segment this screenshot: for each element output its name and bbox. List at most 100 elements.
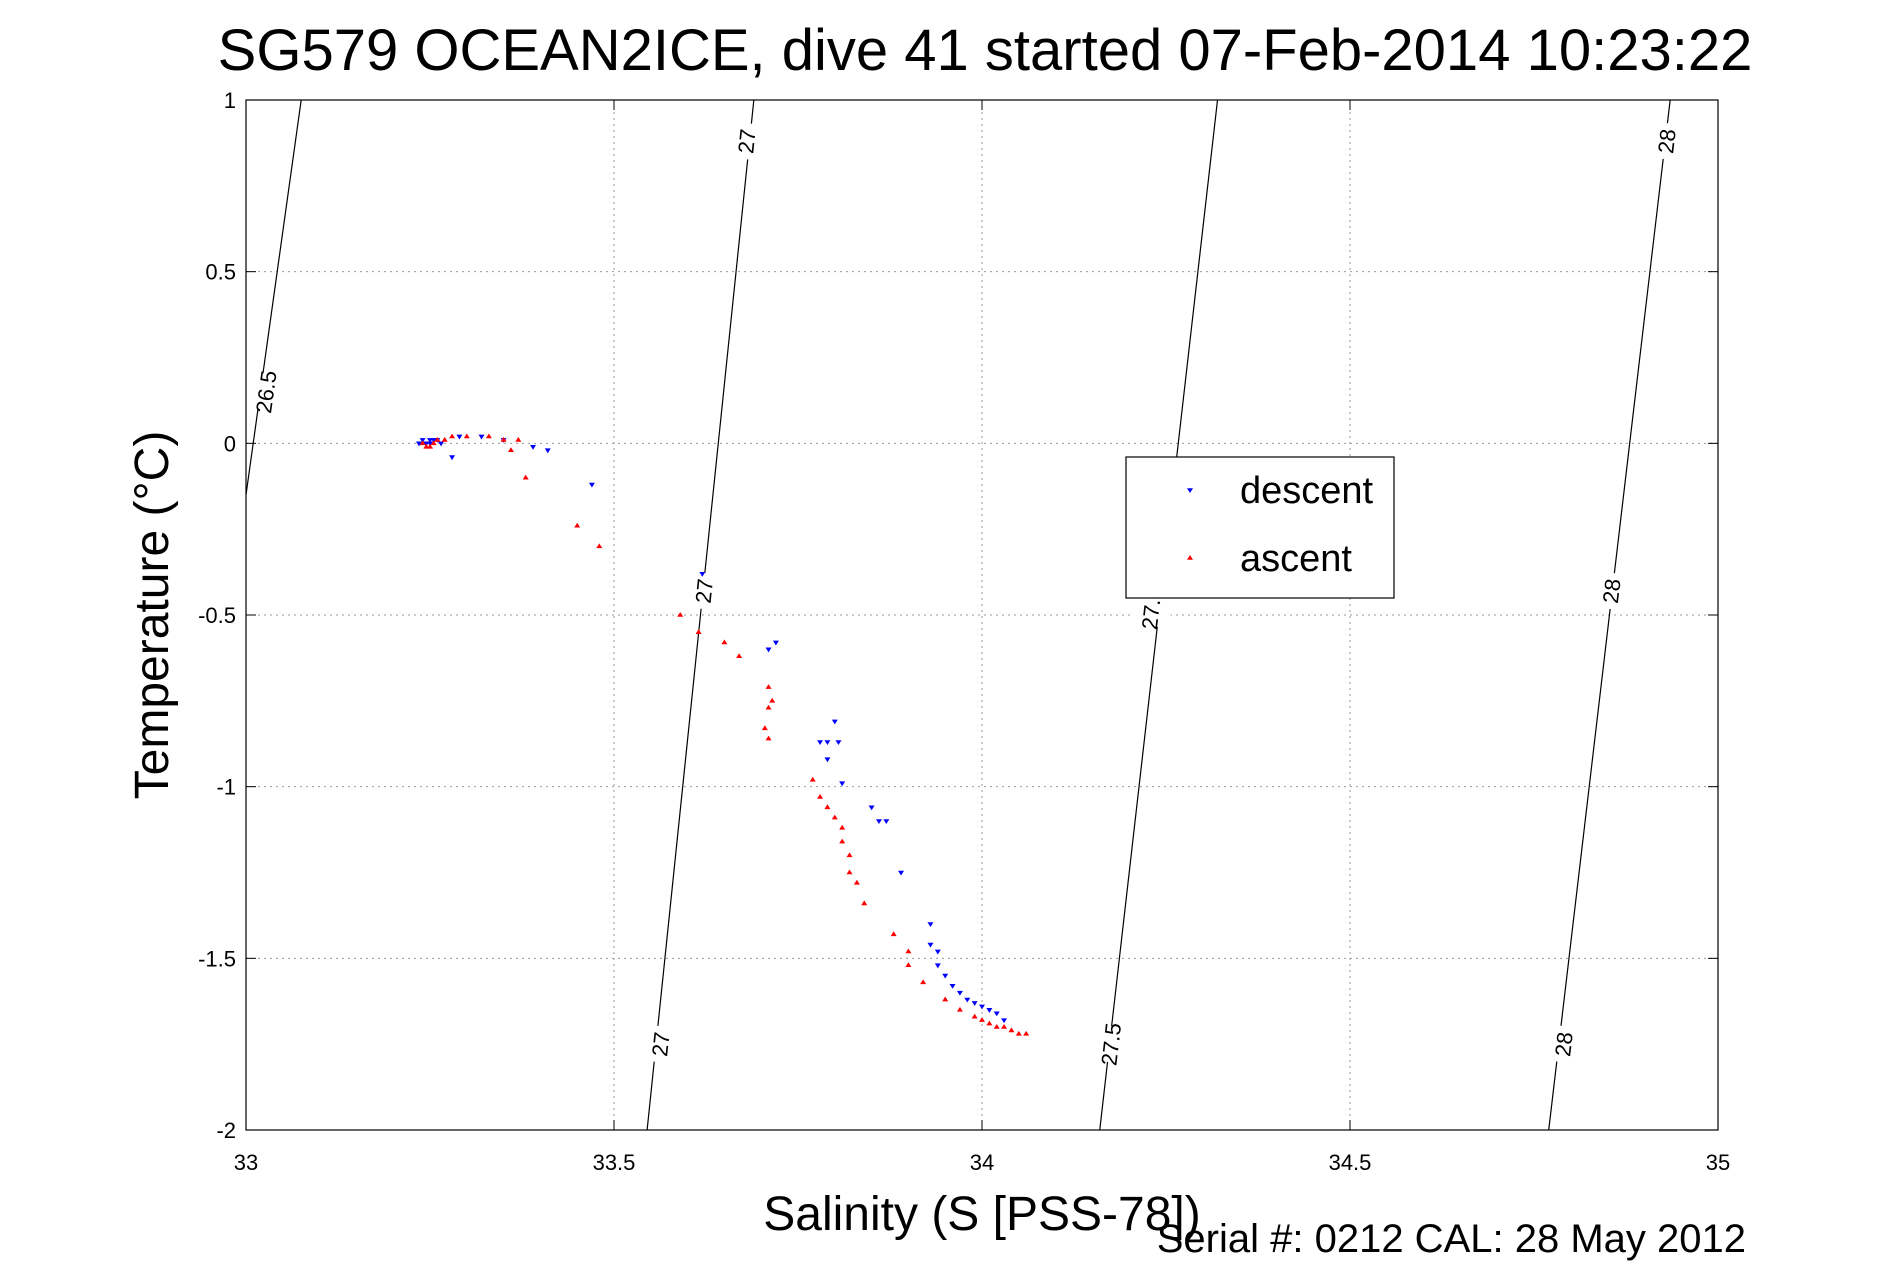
legend-label-ascent: ascent <box>1240 538 1352 580</box>
descent-point <box>971 1001 978 1006</box>
ascent-point <box>765 735 772 741</box>
descent-point <box>934 949 941 955</box>
ascent-point <box>721 639 728 645</box>
contour-label-bg <box>1644 120 1689 162</box>
contour-label-bg <box>682 571 726 611</box>
ascent-point <box>824 804 831 810</box>
contour-line-28 <box>1548 99 1671 1131</box>
contour-label-bg <box>1088 1024 1133 1065</box>
legend-marker-descent <box>1187 488 1193 493</box>
legend-box <box>1125 456 1395 599</box>
ascent-point <box>736 653 743 658</box>
contour-label: 27 <box>647 1031 674 1058</box>
x-axis-label: Salinity (S [PSS-78]) <box>763 1188 1200 1241</box>
contour-label-bg <box>638 1024 683 1065</box>
ascent-point <box>765 704 772 710</box>
descent-point <box>839 781 846 787</box>
ascent-point <box>761 725 768 731</box>
legend-marker-ascent <box>1187 555 1193 560</box>
descent-point <box>883 819 890 824</box>
descent-point <box>817 740 824 746</box>
descent-point <box>824 740 831 746</box>
ascent-point <box>920 979 927 985</box>
ascent-point <box>956 1006 963 1012</box>
ascent-point <box>522 474 529 480</box>
ascent-point <box>853 879 860 885</box>
legend: descent ascent <box>1125 456 1395 599</box>
y-tick-label: 1 <box>224 88 236 113</box>
contour-label: 27 <box>733 128 760 155</box>
descent-point <box>831 719 838 725</box>
ascent-point <box>942 996 949 1002</box>
ascent-point <box>971 1013 978 1019</box>
contour-label: 27 <box>691 578 718 605</box>
descent-point <box>949 984 956 989</box>
contour-label-bg <box>1589 570 1634 612</box>
axis-ticks: 33 33.5 34 34.5 35 1 0.5 0 -0.5 -1 -1.5 -2 <box>198 88 1730 1175</box>
contour-label-bg <box>243 371 289 413</box>
ascent-point <box>905 962 912 967</box>
ascent-point <box>1023 1030 1030 1036</box>
chart-title: SG579 OCEAN2ICE, dive 41 started 07-Feb-… <box>218 18 1753 83</box>
ascent-point <box>769 697 776 703</box>
descent-point <box>478 434 485 440</box>
ascent-point <box>596 543 603 549</box>
descent-point <box>835 740 842 746</box>
ascent-point <box>500 436 507 442</box>
ascent-point <box>419 440 426 446</box>
contour-line-27 <box>646 99 755 1131</box>
ascent-point <box>677 612 684 617</box>
plot-frame <box>246 100 1718 1130</box>
serial-cal-footer: Serial #: 0212 CAL: 28 May 2012 <box>1157 1217 1746 1261</box>
descent-point <box>1001 1018 1008 1024</box>
descent-point <box>979 1004 985 1010</box>
grid-lines <box>246 100 1718 1130</box>
descent-point <box>934 963 941 969</box>
descent-point <box>898 870 905 876</box>
ascent-point <box>695 629 702 634</box>
y-tick-label: -2 <box>216 1118 236 1143</box>
x-tick-label: 33 <box>234 1150 258 1175</box>
x-tick-label: 35 <box>1706 1150 1730 1175</box>
contour-label-bg <box>1541 1023 1586 1065</box>
descent-point <box>927 942 934 948</box>
contour-label: 28 <box>1598 577 1626 604</box>
ascent-point <box>434 436 441 442</box>
ascent-point <box>846 869 853 875</box>
ascent-point <box>449 433 456 439</box>
descent-point <box>530 444 537 450</box>
descent-point <box>868 805 875 811</box>
y-tick-label: 0.5 <box>205 260 236 285</box>
ascent-point <box>485 433 492 439</box>
ascent-point <box>979 1017 985 1022</box>
ascent-point <box>839 838 846 844</box>
ascent-point <box>1001 1024 1008 1029</box>
descent-point <box>964 997 971 1003</box>
ascent-point <box>905 948 912 954</box>
contour-label-bg <box>724 121 769 162</box>
x-tick-label: 34.5 <box>1329 1150 1372 1175</box>
ascent-point <box>430 440 437 446</box>
ascent-point <box>809 776 816 782</box>
descent-point <box>942 973 949 979</box>
y-tick-label: -0.5 <box>198 603 236 628</box>
ascent-point <box>1008 1027 1015 1033</box>
ascent-point <box>463 433 470 439</box>
y-tick-label: -1.5 <box>198 946 236 971</box>
descent-point <box>956 990 963 996</box>
legend-label-descent: descent <box>1240 470 1374 512</box>
descent-point <box>772 640 779 646</box>
ascent-point <box>515 436 522 442</box>
ascent-point <box>574 522 581 528</box>
x-tick-label: 34 <box>970 1150 994 1175</box>
y-tick-label: -1 <box>216 775 236 800</box>
ascent-point <box>507 447 514 452</box>
descent-point <box>765 647 772 653</box>
descent-point <box>456 434 463 440</box>
ascent-point <box>765 684 772 689</box>
ascent-point <box>441 436 448 442</box>
ascent-point <box>861 900 868 906</box>
ascent-point <box>1015 1030 1022 1036</box>
